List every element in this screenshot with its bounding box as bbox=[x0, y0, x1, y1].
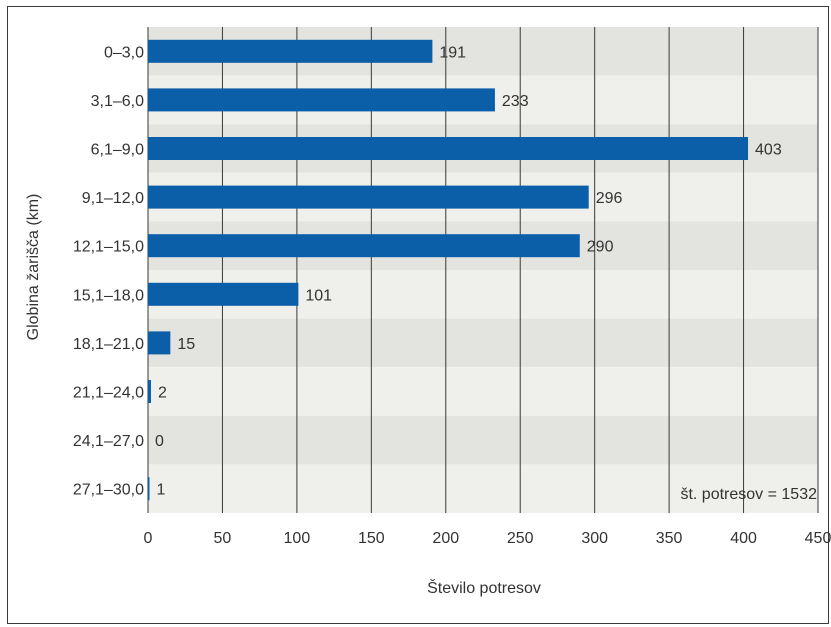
x-tick-label: 200 bbox=[432, 530, 459, 547]
bar bbox=[148, 88, 495, 112]
bars-group bbox=[148, 39, 749, 501]
bar bbox=[148, 39, 433, 63]
bar bbox=[148, 185, 589, 209]
x-tick-label: 150 bbox=[358, 530, 385, 547]
value-labels: 191 233 403 296 290 101 15 2 0 1 bbox=[155, 44, 782, 498]
y-tick-label: 24,1–27,0 bbox=[73, 433, 144, 450]
row-band bbox=[148, 415, 818, 465]
value-label: 290 bbox=[587, 239, 614, 256]
value-label: 1 bbox=[156, 482, 165, 499]
row-band bbox=[148, 367, 818, 416]
value-label: 0 bbox=[155, 433, 164, 450]
x-tick-label: 450 bbox=[805, 530, 831, 547]
value-label: 101 bbox=[305, 287, 332, 304]
value-label: 296 bbox=[596, 190, 623, 207]
y-tick-labels: 0–3,0 3,1–6,0 6,1–9,0 9,1–12,0 12,1–15,0 15,1… bbox=[73, 44, 144, 498]
x-tick-label: 300 bbox=[581, 530, 608, 547]
y-tick-label: 3,1–6,0 bbox=[91, 93, 144, 110]
x-tick-label: 100 bbox=[284, 530, 311, 547]
x-tick-label: 50 bbox=[214, 530, 232, 547]
value-label: 403 bbox=[755, 142, 782, 159]
x-axis-title: Število potresov bbox=[427, 578, 541, 597]
x-tick-label: 0 bbox=[144, 530, 153, 547]
row-band bbox=[148, 318, 818, 368]
bar bbox=[148, 380, 151, 403]
bar bbox=[148, 331, 171, 355]
total-count-annotation: št. potresov = 1532 bbox=[680, 486, 817, 503]
y-tick-label: 6,1–9,0 bbox=[91, 142, 144, 159]
value-label: 2 bbox=[158, 385, 167, 402]
row-band bbox=[148, 464, 818, 513]
bar bbox=[148, 137, 749, 160]
x-tick-label: 400 bbox=[730, 530, 757, 547]
value-label: 15 bbox=[177, 336, 195, 353]
value-label: 233 bbox=[502, 93, 529, 110]
y-tick-label: 18,1–21,0 bbox=[73, 336, 144, 353]
bar bbox=[148, 234, 580, 258]
value-label: 191 bbox=[439, 44, 466, 61]
x-tick-label: 250 bbox=[507, 530, 534, 547]
x-tick-labels: 0 50 100 150 200 250 300 350 400 450 bbox=[144, 530, 831, 547]
y-tick-label: 27,1–30,0 bbox=[73, 482, 144, 499]
x-tick-label: 350 bbox=[656, 530, 683, 547]
y-tick-label: 15,1–18,0 bbox=[73, 287, 144, 304]
y-tick-label: 12,1–15,0 bbox=[73, 239, 144, 256]
y-axis-title: Globina žarišča (km) bbox=[25, 194, 42, 341]
y-tick-label: 0–3,0 bbox=[104, 44, 144, 61]
y-tick-label: 9,1–12,0 bbox=[82, 190, 144, 207]
chart-frame bbox=[7, 6, 829, 624]
y-tick-label: 21,1–24,0 bbox=[73, 385, 144, 402]
bar bbox=[148, 282, 299, 306]
bar bbox=[148, 477, 150, 501]
